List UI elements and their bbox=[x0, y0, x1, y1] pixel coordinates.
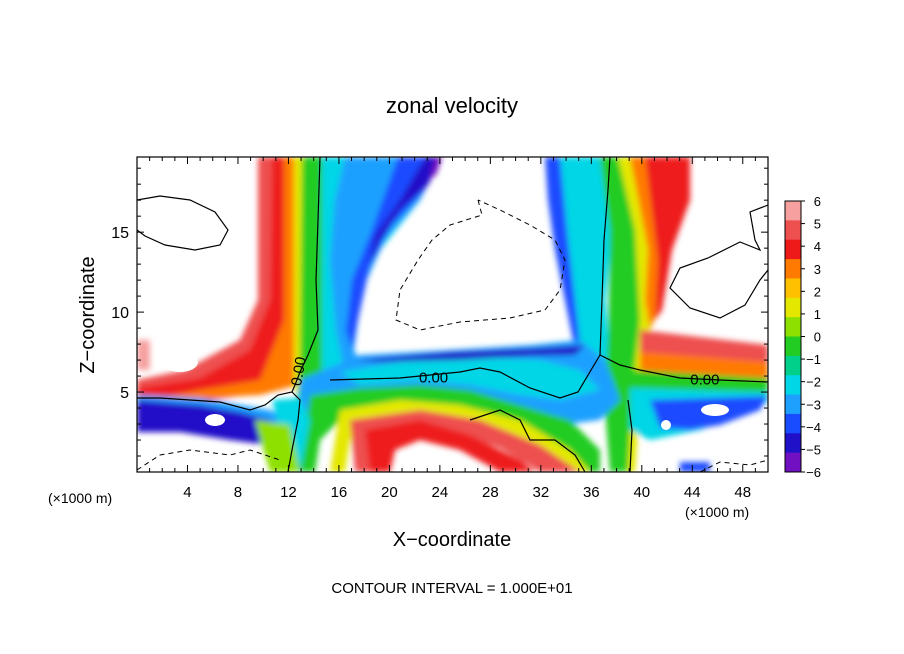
x-tick-label: 40 bbox=[633, 484, 650, 501]
colorbar-swatch bbox=[785, 297, 801, 318]
colorbar-label: 4 bbox=[814, 239, 821, 254]
contour-label: 0.00 bbox=[690, 371, 719, 388]
colorbar-swatch bbox=[785, 278, 801, 299]
colorbar-label: 5 bbox=[814, 217, 821, 232]
x-unit-left: (×1000 m) bbox=[48, 490, 112, 506]
x-tick-label: 24 bbox=[432, 484, 449, 501]
colorbar-swatch bbox=[785, 375, 801, 396]
y-tick-label: 15 bbox=[111, 225, 129, 242]
y-tick-label: 10 bbox=[111, 305, 129, 322]
colorbar-label: −6 bbox=[806, 465, 821, 480]
colorbar-label: −4 bbox=[806, 420, 821, 435]
colorbar-label: 1 bbox=[814, 307, 821, 322]
colorbar-label: 3 bbox=[814, 262, 821, 277]
y-tick-labels: 5 10 15 bbox=[111, 225, 129, 402]
x-tick-label: 4 bbox=[183, 484, 191, 501]
x-tick-labels: 4 8 12 16 20 24 28 32 36 40 44 48 bbox=[183, 484, 751, 501]
colorbar-swatch bbox=[785, 452, 801, 473]
colorbar-label: −3 bbox=[806, 397, 821, 412]
colorbar-label: 2 bbox=[814, 284, 821, 299]
colorbar-swatch bbox=[785, 355, 801, 376]
x-tick-label: 32 bbox=[532, 484, 549, 501]
x-tick-label: 36 bbox=[583, 484, 600, 501]
colorbar-swatch bbox=[785, 317, 801, 337]
colorbar-swatch bbox=[785, 201, 801, 221]
colorbar-swatch bbox=[785, 220, 801, 241]
x-tick-label: 44 bbox=[684, 484, 701, 501]
colorbar-swatch bbox=[785, 336, 801, 357]
chart-title: zonal velocity bbox=[386, 93, 518, 118]
axis-ticks bbox=[137, 157, 768, 472]
colorbar-swatch bbox=[785, 413, 801, 434]
x-tick-label: 12 bbox=[280, 484, 297, 501]
x-axis-label: X−coordinate bbox=[393, 529, 511, 551]
y-axis-label: Z−coordinate bbox=[77, 256, 99, 373]
colorbar-label: 0 bbox=[814, 330, 821, 345]
x-tick-label: 20 bbox=[381, 484, 398, 501]
colorbar-label: −1 bbox=[806, 352, 821, 367]
colorbar-swatch bbox=[785, 239, 801, 260]
velocity-field: 0.00 0.00 0.00 bbox=[137, 157, 768, 472]
contour-interval-footer: CONTOUR INTERVAL = 1.000E+01 bbox=[331, 580, 572, 597]
colorbar-swatch bbox=[785, 433, 801, 454]
colorbar-label: −2 bbox=[806, 375, 821, 390]
x-tick-label: 28 bbox=[482, 484, 499, 501]
colorbar: 6 5 4 3 2 1 0 −1 −2 −3 −4 −5 −6 bbox=[784, 194, 821, 480]
colorbar-label: −5 bbox=[806, 442, 821, 457]
x-tick-label: 16 bbox=[331, 484, 348, 501]
x-tick-label: 48 bbox=[734, 484, 751, 501]
x-tick-label: 8 bbox=[234, 484, 242, 501]
y-tick-label: 5 bbox=[120, 385, 129, 402]
x-unit-right: (×1000 m) bbox=[685, 504, 749, 520]
colorbar-label: 6 bbox=[814, 194, 821, 209]
contour-label: 0.00 bbox=[288, 355, 310, 387]
colorbar-swatch bbox=[785, 259, 801, 279]
colorbar-swatch bbox=[785, 394, 801, 415]
contour-label: 0.00 bbox=[419, 370, 448, 387]
